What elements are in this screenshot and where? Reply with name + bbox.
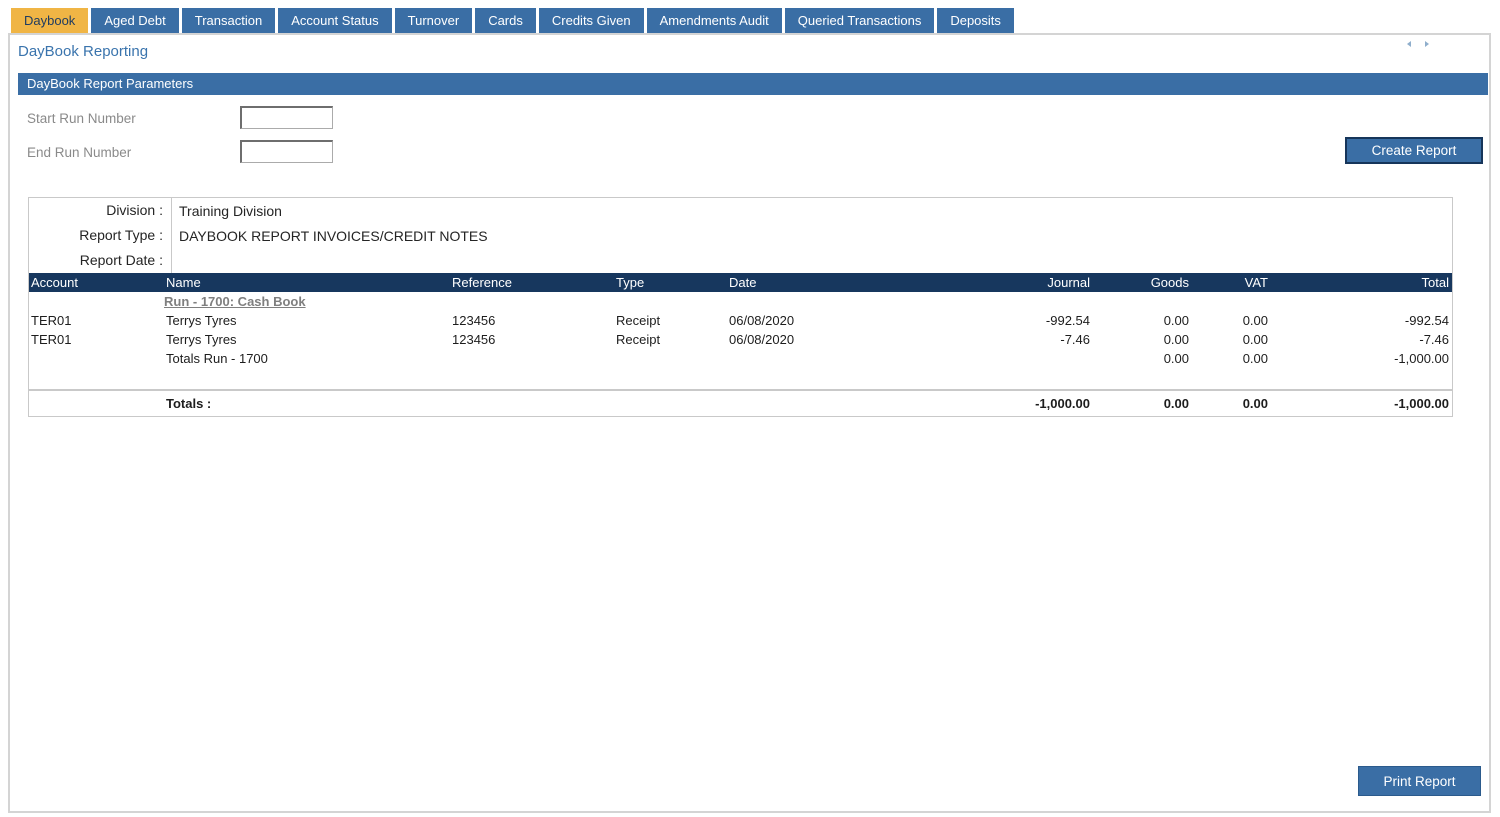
cell-account: TER01 (31, 313, 72, 328)
table-row: TER01 Terrys Tyres 123456 Receipt 06/08/… (29, 330, 1452, 349)
run-totals-row: Totals Run - 1700 0.00 0.00 -1,000.00 (29, 349, 1452, 368)
tab-queried-transactions[interactable]: Queried Transactions (784, 8, 935, 33)
tab-credits-given[interactable]: Credits Given (538, 8, 644, 33)
cell-reference: 123456 (452, 313, 496, 328)
report-date-label: Report Date : (29, 248, 172, 273)
start-run-number-input[interactable] (240, 106, 333, 129)
tab-deposits[interactable]: Deposits (937, 8, 1014, 33)
column-header-reference: Reference (452, 275, 512, 290)
panel-scroll-arrows (1407, 41, 1429, 47)
start-run-number-label: Start Run Number (27, 111, 136, 126)
cell-date: 06/08/2020 (729, 332, 795, 347)
cell-journal: -992.54 (1045, 313, 1090, 328)
tab-amendments-audit[interactable]: Amendments Audit (646, 8, 782, 33)
cell-journal: -7.46 (1060, 332, 1090, 347)
cell-account: TER01 (31, 332, 72, 347)
report-grand-totals: Totals : -1,000.00 0.00 0.00 -1,000.00 (28, 390, 1453, 417)
cell-vat: 0.00 (1242, 332, 1268, 347)
grand-totals-total: -1,000.00 (1394, 396, 1449, 411)
create-report-button[interactable]: Create Report (1345, 137, 1483, 164)
division-value: Training Division (179, 202, 282, 219)
grand-totals-journal: -1,000.00 (1035, 396, 1090, 411)
run-totals-label: Totals Run - 1700 (166, 351, 268, 366)
end-run-number-label: End Run Number (27, 145, 132, 160)
report-output: Division : Training Division Report Type… (28, 197, 1453, 390)
grand-totals-goods: 0.00 (1163, 396, 1189, 411)
cell-total: -992.54 (1404, 313, 1449, 328)
report-type-label: Report Type : (29, 223, 172, 248)
report-meta-date: Report Date : (29, 248, 1452, 273)
column-header-date: Date (729, 275, 757, 290)
column-header-type: Type (616, 275, 645, 290)
table-row: TER01 Terrys Tyres 123456 Receipt 06/08/… (29, 311, 1452, 330)
report-meta-division: Division : Training Division (29, 198, 1452, 223)
column-header-account: Account (31, 275, 78, 290)
report-meta-type: Report Type : DAYBOOK REPORT INVOICES/CR… (29, 223, 1452, 248)
run-totals-vat: 0.00 (1242, 351, 1268, 366)
run-totals-goods: 0.00 (1163, 351, 1189, 366)
cell-name: Terrys Tyres (166, 313, 237, 328)
print-report-button[interactable]: Print Report (1358, 766, 1481, 796)
tab-transaction[interactable]: Transaction (181, 8, 276, 33)
table-spacer (29, 368, 1452, 389)
cell-name: Terrys Tyres (166, 332, 237, 347)
tab-daybook[interactable]: Daybook (11, 8, 89, 33)
column-header-goods: Goods (1150, 275, 1189, 290)
parameters-section-header: DayBook Report Parameters (18, 73, 1488, 95)
report-type-value: DAYBOOK REPORT INVOICES/CREDIT NOTES (179, 227, 488, 244)
scroll-left-icon[interactable] (1407, 41, 1411, 47)
run-group-header: Run - 1700: Cash Book (29, 292, 1452, 311)
division-label: Division : (29, 198, 172, 223)
grand-totals-label: Totals : (166, 396, 212, 411)
column-header-journal: Journal (1047, 275, 1090, 290)
cell-type: Receipt (616, 313, 661, 328)
cell-goods: 0.00 (1163, 313, 1189, 328)
run-group-header-label: Run - 1700: Cash Book (164, 294, 306, 309)
tab-aged-debt[interactable]: Aged Debt (91, 8, 179, 33)
column-header-total: Total (1421, 275, 1449, 290)
daybook-panel: DayBook Reporting DayBook Report Paramet… (8, 33, 1491, 813)
tab-turnover[interactable]: Turnover (394, 8, 473, 33)
cell-goods: 0.00 (1163, 332, 1189, 347)
cell-total: -7.46 (1419, 332, 1449, 347)
tab-cards[interactable]: Cards (475, 8, 536, 33)
tab-account-status[interactable]: Account Status (278, 8, 392, 33)
column-header-vat: VAT (1244, 275, 1268, 290)
report-tab-bar: Daybook Aged Debt Transaction Account St… (11, 8, 1014, 33)
cell-date: 06/08/2020 (729, 313, 795, 328)
cell-reference: 123456 (452, 332, 496, 347)
run-totals-total: -1,000.00 (1394, 351, 1449, 366)
cell-type: Receipt (616, 332, 661, 347)
cell-vat: 0.00 (1242, 313, 1268, 328)
column-header-name: Name (166, 275, 201, 290)
report-table-header: Account Name Reference Type Date Journal… (29, 273, 1452, 292)
page-title: DayBook Reporting (18, 43, 149, 60)
grand-totals-vat: 0.00 (1242, 396, 1268, 411)
scroll-right-icon[interactable] (1425, 41, 1429, 47)
end-run-number-input[interactable] (240, 140, 333, 163)
